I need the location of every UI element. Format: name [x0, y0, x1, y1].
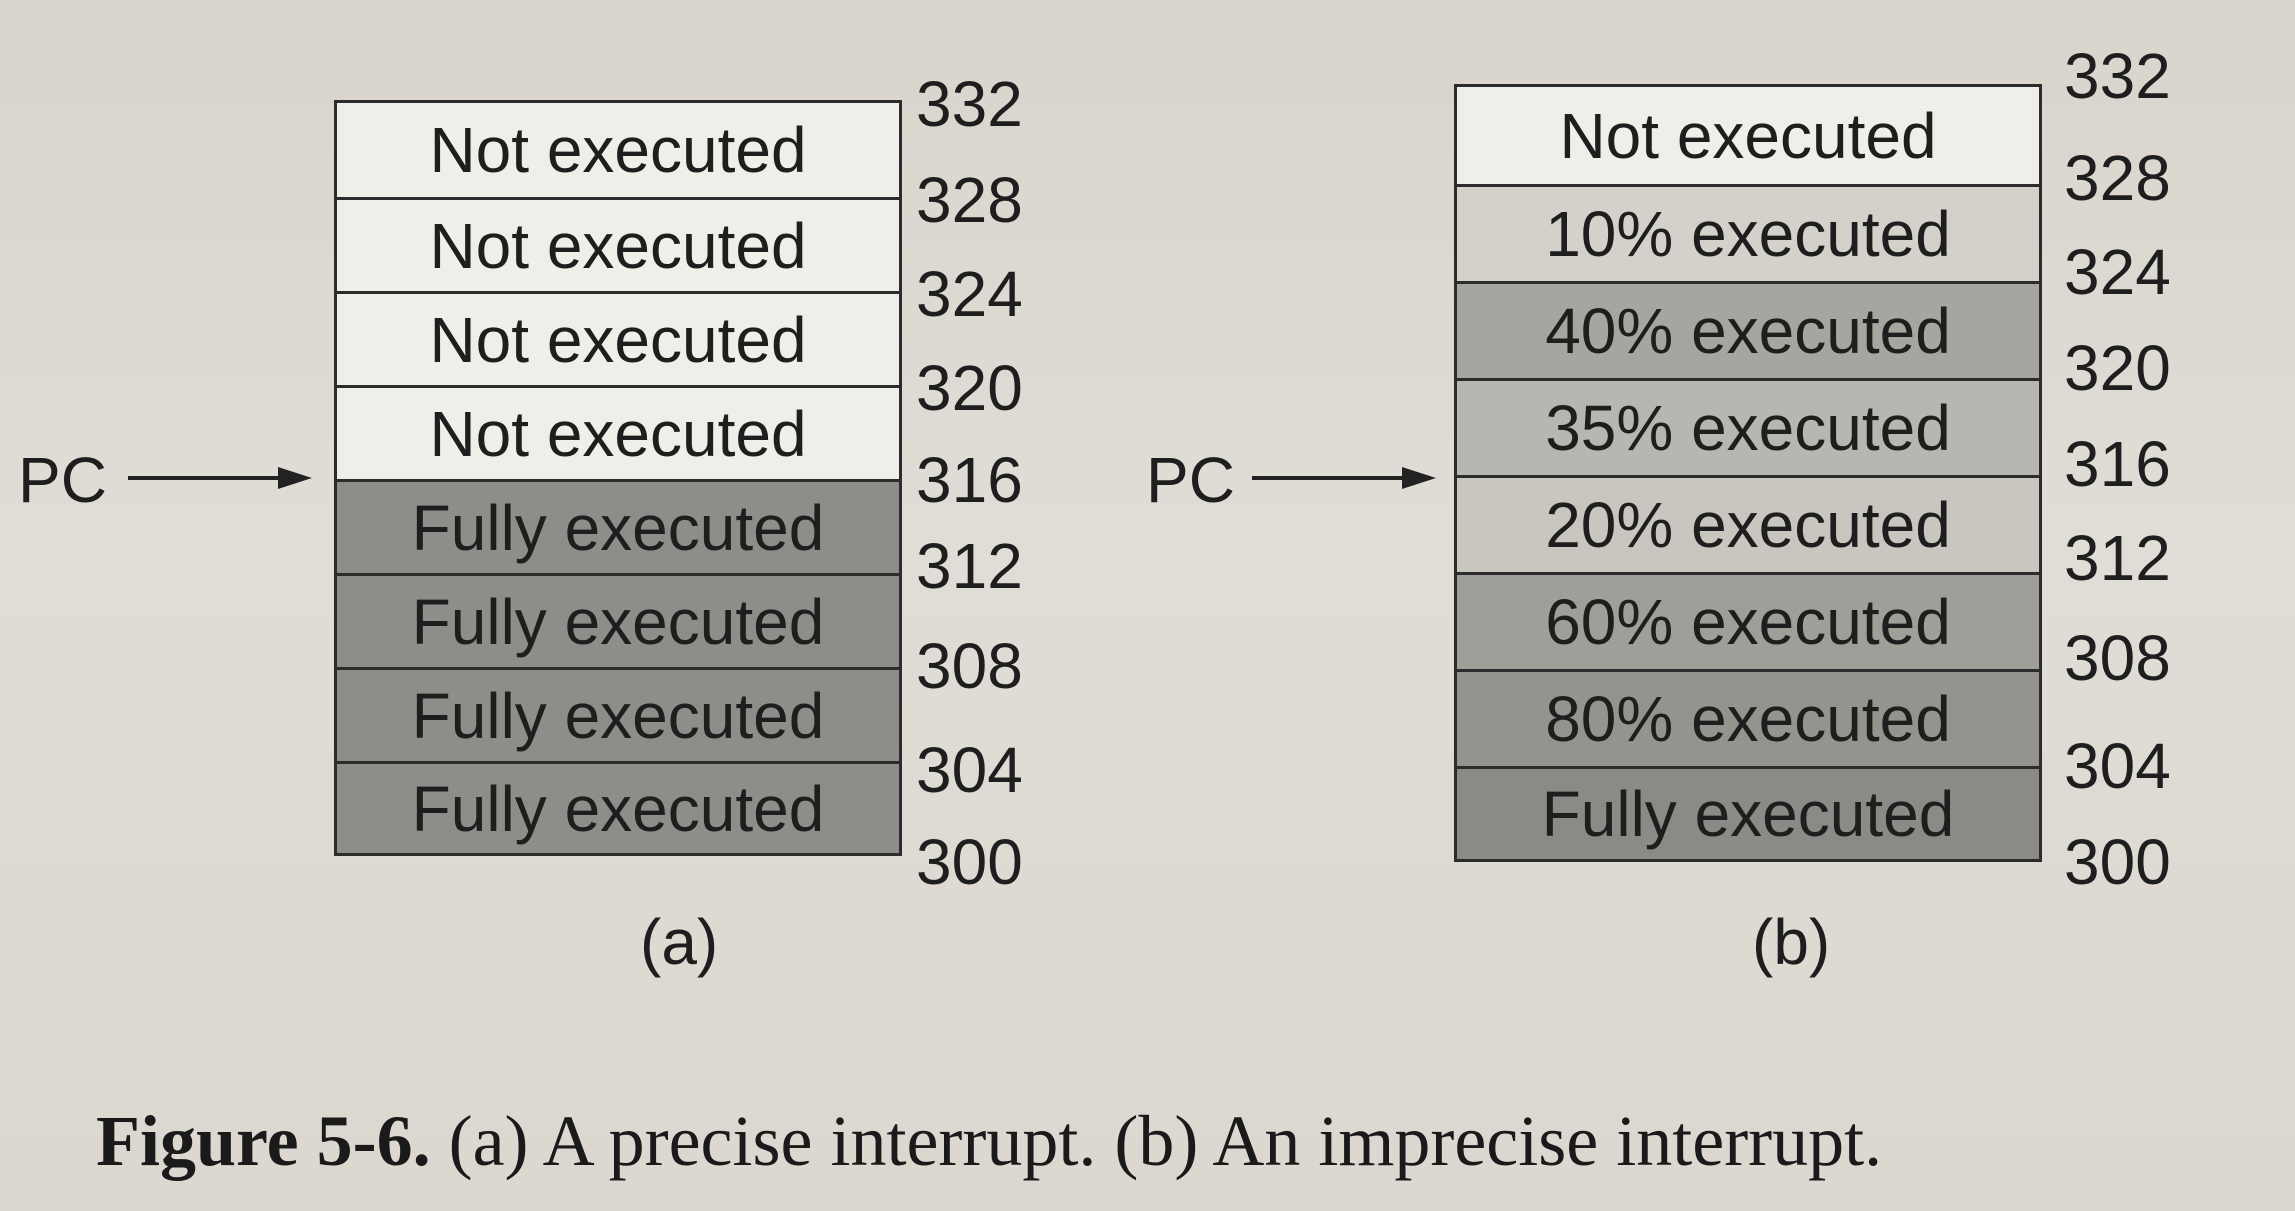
stack-b-cell: 60% executed: [1457, 572, 2039, 669]
address-label-a: 304: [916, 734, 1023, 806]
figure-number: Figure 5-6.: [96, 1101, 431, 1181]
stack-a-cell: Fully executed: [337, 573, 899, 667]
address-label-a: 308: [916, 630, 1023, 702]
diagram-b-label: (b): [1752, 906, 1831, 978]
stack-a-cell: Fully executed: [337, 479, 899, 573]
stack-b-cell: 10% executed: [1457, 184, 2039, 281]
pc-arrow-b: [1252, 467, 1436, 489]
pc-label-b: PC: [1146, 444, 1235, 516]
stack-b-cell: 35% executed: [1457, 378, 2039, 475]
stack-b-cell: Not executed: [1457, 87, 2039, 184]
stack-a-cell: Fully executed: [337, 761, 899, 853]
address-label-b: 304: [2064, 730, 2171, 802]
instruction-stack-b: Not executed 10% executed 40% executed 3…: [1454, 84, 2042, 862]
address-label-b: 320: [2064, 332, 2171, 404]
stack-a-cell: Fully executed: [337, 667, 899, 761]
address-label-b: 328: [2064, 142, 2171, 214]
stack-a-cell: Not executed: [337, 385, 899, 479]
address-label-a: 332: [916, 68, 1023, 140]
address-label-b: 324: [2064, 236, 2171, 308]
stack-a-cell: Not executed: [337, 197, 899, 291]
address-label-b: 300: [2064, 826, 2171, 898]
diagram-a-label: (a): [640, 906, 719, 978]
stack-a-cell: Not executed: [337, 291, 899, 385]
address-label-b: 308: [2064, 622, 2171, 694]
address-label-a: 316: [916, 444, 1023, 516]
pc-label-a: PC: [18, 444, 107, 516]
address-label-a: 300: [916, 826, 1023, 898]
instruction-stack-a: Not executed Not executed Not executed N…: [334, 100, 902, 856]
figure-caption: Figure 5-6. (a) A precise interrupt. (b)…: [96, 1105, 1882, 1177]
address-label-b: 316: [2064, 428, 2171, 500]
address-label-a: 324: [916, 258, 1023, 330]
stack-b-cell: 40% executed: [1457, 281, 2039, 378]
stack-b-cell: 20% executed: [1457, 475, 2039, 572]
address-label-a: 320: [916, 352, 1023, 424]
stack-a-cell: Not executed: [337, 103, 899, 197]
address-label-b: 332: [2064, 40, 2171, 112]
stack-b-cell: 80% executed: [1457, 669, 2039, 766]
address-label-b: 312: [2064, 522, 2171, 594]
pc-arrow-a: [128, 467, 312, 489]
figure-caption-text: (a) A precise interrupt. (b) An imprecis…: [448, 1101, 1883, 1181]
address-label-a: 312: [916, 530, 1023, 602]
address-label-a: 328: [916, 164, 1023, 236]
stack-b-cell: Fully executed: [1457, 766, 2039, 859]
